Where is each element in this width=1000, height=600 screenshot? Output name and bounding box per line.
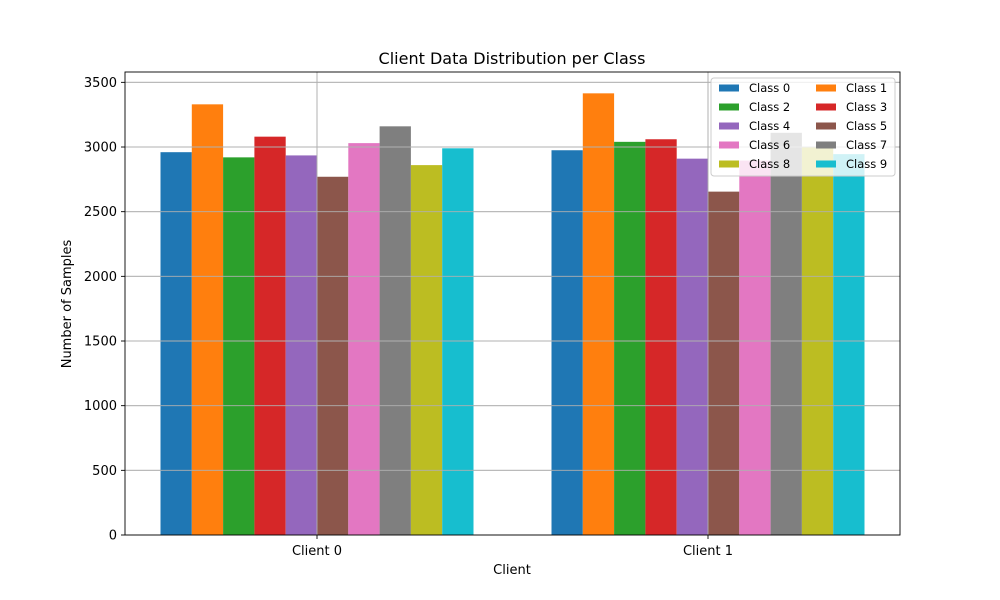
bar-class-9-0: [442, 148, 474, 535]
legend-swatch: [816, 160, 836, 168]
legend-swatch: [719, 84, 739, 92]
legend-label: Class 7: [846, 138, 887, 152]
bar-class-6-1: [739, 160, 771, 536]
legend-label: Class 4: [749, 119, 790, 133]
bar-class-2-0: [223, 157, 255, 535]
legend-label: Class 2: [749, 100, 790, 114]
bar-class-4-0: [285, 155, 317, 535]
x-axis-label: Client: [493, 563, 531, 578]
bar-class-4-1: [676, 158, 708, 536]
legend-swatch: [719, 160, 739, 168]
legend-label: Class 0: [749, 81, 790, 95]
bar-class-0-1: [551, 150, 583, 535]
legend-label: Class 9: [846, 157, 887, 171]
bars: [125, 72, 900, 536]
bar-class-2-1: [614, 141, 646, 535]
legend-swatch: [719, 141, 739, 149]
y-tick-label: 2000: [84, 270, 117, 285]
bar-class-9-1: [833, 154, 865, 535]
bar-class-1-1: [582, 93, 615, 535]
legend-label: Class 5: [846, 119, 887, 133]
y-tick-label: 1000: [84, 399, 117, 414]
legend-swatch: [816, 84, 836, 92]
x-tick-label: Client 0: [292, 544, 342, 559]
bar-class-3-0: [254, 136, 286, 536]
bar-class-6-0: [348, 143, 380, 535]
legend: Class 0 Class 1 Class 2 Class 3 Class 4 Class…: [710, 77, 896, 177]
bar-class-5-1: [708, 191, 740, 535]
y-tick-label: 1500: [84, 335, 117, 350]
bar-class-3-1: [645, 139, 677, 535]
legend-box: [710, 77, 896, 177]
bar-class-0-0: [160, 152, 192, 535]
plot-frame: [124, 71, 901, 536]
bar-class-7-1: [770, 132, 802, 535]
legend-swatch: [719, 103, 739, 111]
legend-label: Class 6: [749, 138, 790, 152]
y-tick-label: 0: [109, 529, 117, 544]
legend-swatch: [719, 122, 739, 130]
chart-title: Client Data Distribution per Class: [379, 49, 646, 68]
y-tick-label: 500: [92, 464, 117, 479]
legend-label: Class 1: [846, 81, 887, 95]
y-tick-label: 3500: [84, 76, 117, 91]
legend-label: Class 3: [846, 100, 887, 114]
bar-class-7-0: [379, 126, 411, 536]
bar-class-8-0: [410, 165, 443, 536]
y-tick-label: 2500: [84, 205, 117, 220]
y-axis-label: Number of Samples: [60, 240, 75, 369]
legend-label: Class 8: [749, 157, 790, 171]
bar-class-5-0: [317, 176, 349, 535]
axes: 0 500 1000 1500 2000 2500 3000 3500 Client 0 Clie…: [84, 71, 901, 559]
y-tick-label: 3000: [84, 141, 117, 156]
legend-swatch: [816, 103, 836, 111]
legend-swatch: [816, 141, 836, 149]
bar-class-1-0: [191, 104, 224, 536]
legend-swatch: [816, 122, 836, 130]
x-tick-label: Client 1: [683, 544, 733, 559]
